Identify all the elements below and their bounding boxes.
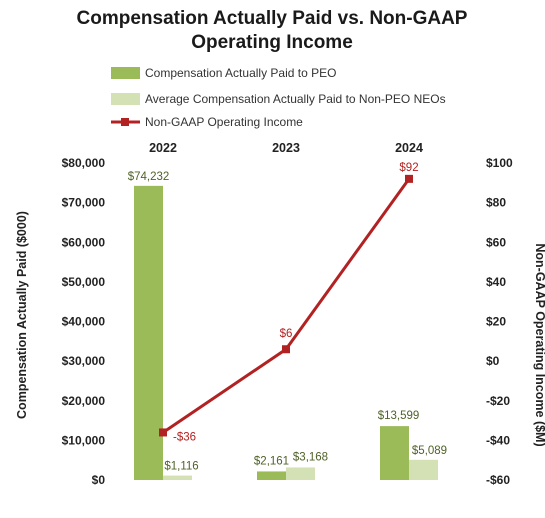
y-tick-right-label: $100 <box>486 156 513 170</box>
y-tick-left-label: $50,000 <box>62 275 106 289</box>
y-tick-right-label: -$20 <box>486 394 510 408</box>
bar-neo <box>163 475 192 480</box>
category-label: 2023 <box>272 141 300 155</box>
legend: Compensation Actually Paid to PEO Average… <box>111 66 446 129</box>
bar-peo <box>257 471 286 480</box>
line-value-label: -$36 <box>173 431 196 443</box>
bar-peo-value-label: $74,232 <box>128 171 170 183</box>
legend-marker-swatch <box>121 118 129 126</box>
bar-peo-value-label: $13,599 <box>378 410 420 422</box>
y-tick-left-label: $80,000 <box>62 156 106 170</box>
y-tick-left-label: $60,000 <box>62 235 106 249</box>
bar-peo <box>380 426 409 480</box>
y-axis-right: -$60 -$40 -$20 $0 $20 $40 $60 $80 $100 <box>486 156 513 487</box>
bar-peo-value-label: $2,161 <box>254 455 289 467</box>
line-series <box>159 174 413 437</box>
y-tick-left-label: $20,000 <box>62 394 106 408</box>
y-axis-title-right: Non-GAAP Operating Income ($M) <box>533 243 545 446</box>
y-tick-left-label: $10,000 <box>62 433 106 447</box>
y-axis-left: $0 $10,000 $20,000 $30,000 $40,000 $50,000 $60… <box>62 156 106 487</box>
y-tick-right-label: -$40 <box>486 433 510 447</box>
legend-swatch-1 <box>111 93 140 105</box>
line-marker <box>405 174 413 183</box>
data-labels: $74,232 $2,161 $13,599 $1,116 $3,168 $5,089 -$… <box>128 162 447 473</box>
line-value-label: $92 <box>399 162 418 174</box>
bar-neo <box>409 459 438 480</box>
chart-title-line-2: Operating Income <box>191 32 353 53</box>
category-axis: 2022 2023 2024 <box>149 141 423 155</box>
y-tick-left-label: $30,000 <box>62 354 106 368</box>
y-tick-left-label: $70,000 <box>62 196 106 210</box>
bar-neo-value-label: $3,168 <box>293 451 328 463</box>
category-label: 2022 <box>149 141 177 155</box>
bar-neo-value-label: $5,089 <box>412 445 447 457</box>
bar-neo <box>286 467 315 480</box>
y-tick-right-label: $20 <box>486 315 506 329</box>
legend-label-2: Non-GAAP Operating Income <box>145 115 303 129</box>
y-tick-right-label: $40 <box>486 275 506 289</box>
operating-income-line <box>162 177 411 434</box>
y-tick-right-label: $0 <box>486 354 500 368</box>
legend-swatch-0 <box>111 67 140 79</box>
line-value-label: $6 <box>280 328 293 340</box>
y-tick-right-label: -$60 <box>486 473 510 487</box>
legend-label-1: Average Compensation Actually Paid to No… <box>145 92 446 106</box>
bar-series <box>134 185 438 480</box>
bar-peo <box>134 185 163 480</box>
y-axis-title-left: Compensation Actually Paid ($000) <box>15 211 29 419</box>
y-tick-right-label: $60 <box>486 235 506 249</box>
y-tick-left-label: $40,000 <box>62 315 106 329</box>
line-marker <box>282 345 290 354</box>
category-label: 2024 <box>395 141 423 155</box>
y-tick-left-label: $0 <box>92 473 106 487</box>
legend-label-0: Compensation Actually Paid to PEO <box>145 66 336 80</box>
line-marker <box>159 428 167 437</box>
chart-title-line-1: Compensation Actually Paid vs. Non-GAAP <box>77 8 468 29</box>
y-tick-right-label: $80 <box>486 196 506 210</box>
bar-neo-value-label: $1,116 <box>164 461 198 473</box>
